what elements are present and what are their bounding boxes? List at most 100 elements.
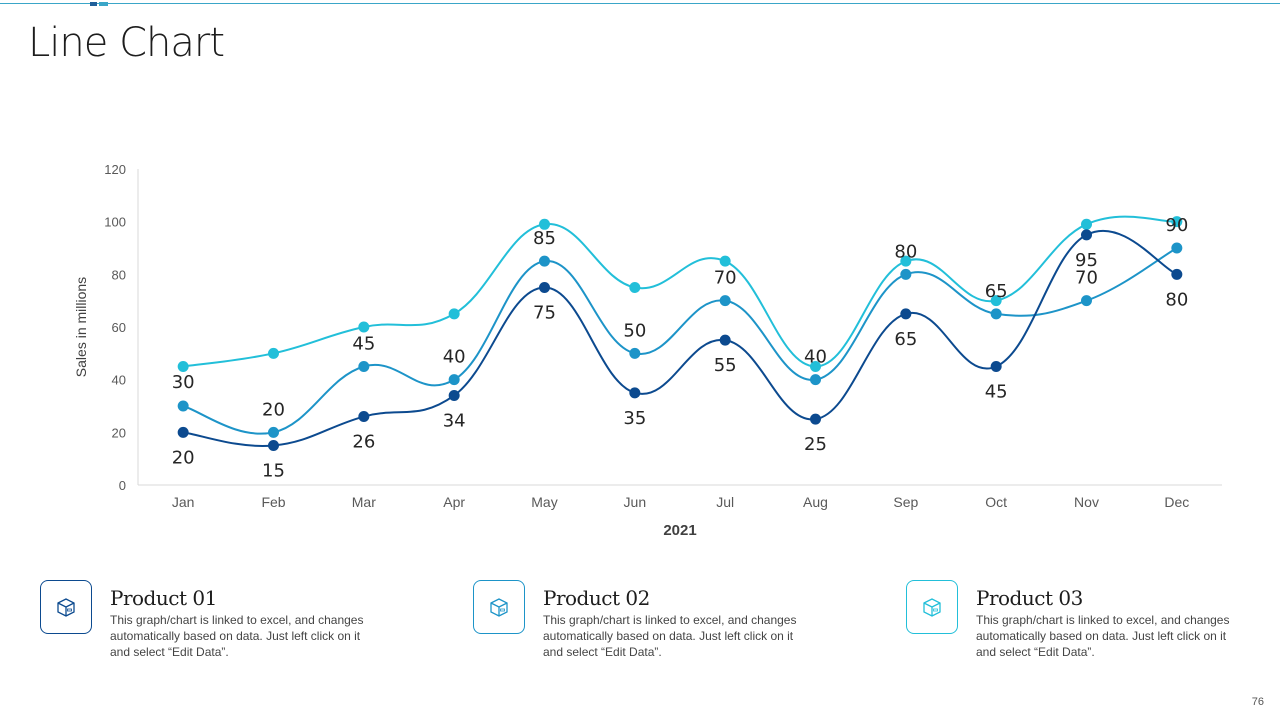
y-tick-label: 100 [104,215,126,230]
legend-description: This graph/chart is linked to excel, and… [110,613,364,659]
data-point-s1 [358,411,370,423]
x-tick-label: Feb [261,494,285,510]
data-label-s2: 30 [172,372,195,393]
data-label-s1: 35 [623,408,646,429]
y-tick-label: 120 [104,162,126,177]
series-line-3 [183,215,1177,368]
top-accent-mark-2 [99,2,108,6]
data-point-s2 [268,426,279,438]
legend-product-1: Product 01 This graph/chart is linked to… [40,580,363,660]
page-number: 76 [1251,696,1264,708]
series-line-1 [183,229,1178,447]
data-point-s3 [358,321,370,333]
data-point-s1 [448,389,460,401]
y-tick-label: 20 [112,425,126,440]
y-tick-label: 80 [112,267,126,282]
x-tick-label: Mar [352,494,376,510]
x-tick-label: Oct [985,494,1007,510]
data-point-s1 [1171,268,1183,280]
data-point-s3 [268,347,279,359]
legend-product-3: Product 03 This graph/chart is linked to… [906,580,1229,660]
y-tick-label: 0 [119,478,126,493]
data-point-s3 [719,255,731,267]
data-label-s1: 34 [443,410,466,431]
data-point-s3 [448,308,460,320]
data-label-s2: 85 [533,228,556,249]
x-axis-title: 2021 [663,522,696,539]
data-label-s1: 80 [1165,289,1188,310]
data-point-s3 [629,282,641,293]
data-point-s2 [990,308,1002,320]
data-point-s2 [900,268,912,280]
data-point-s2 [719,295,731,307]
data-label-s2: 40 [804,347,827,368]
data-point-s3 [177,361,189,372]
x-tick-label: Jun [624,494,647,510]
legend-description: This graph/chart is linked to excel, and… [976,613,1230,659]
data-label-s1: 15 [262,461,285,482]
data-label-s2: 70 [714,268,737,289]
data-label-s1: 65 [894,329,917,350]
y-tick-label: 40 [112,373,126,388]
x-tick-label: Sep [893,494,918,510]
data-label-s2: 65 [985,281,1008,302]
legend-name: Product 02 [543,586,650,610]
data-point-s1 [900,308,912,320]
box-icon [40,580,92,634]
data-label-s1: 25 [804,434,827,455]
data-label-s2: 70 [1075,268,1098,289]
data-point-s1 [719,334,731,346]
data-point-s3 [1081,218,1092,230]
top-accent-mark [90,2,97,6]
data-label-s1: 95 [1075,250,1098,271]
legend-description: This graph/chart is linked to excel, and… [543,613,797,659]
legend-product-2: Product 02 This graph/chart is linked to… [473,580,796,660]
data-label-s1: 45 [985,382,1008,403]
top-rule [0,3,1280,4]
data-point-s3 [900,255,912,267]
data-point-s3 [539,218,550,230]
x-tick-label: Jan [172,494,195,510]
data-point-s2 [810,374,821,386]
y-axis-title: Sales in millions [73,277,89,377]
data-point-s1 [629,387,641,399]
x-tick-label: May [531,494,557,510]
data-point-s1 [810,413,821,425]
x-tick-label: Jul [716,494,734,510]
data-point-s3 [1171,216,1183,228]
data-point-s3 [810,361,821,372]
data-point-s2 [539,255,550,267]
x-tick-label: Nov [1074,494,1099,510]
legend-name: Product 03 [976,586,1083,610]
page-title: Line Chart [28,20,225,66]
data-point-s2 [629,347,641,359]
data-label-s2: 40 [443,347,466,368]
data-point-s2 [177,400,189,412]
data-label-s1: 55 [714,355,737,376]
box-icon [473,580,525,634]
data-point-s1 [539,282,550,293]
x-tick-label: Apr [443,494,465,510]
series-line-2 [182,247,1178,435]
data-label-s2: 45 [352,334,375,355]
data-point-s2 [1171,242,1183,254]
data-point-s2 [358,361,370,372]
data-label-s1: 26 [352,432,375,453]
data-point-s3 [990,295,1002,307]
data-label-s2: 50 [623,320,646,341]
x-tick-label: Dec [1164,494,1189,510]
data-label-s1: 75 [533,303,556,324]
data-point-s2 [448,374,460,386]
data-point-s1 [177,426,189,438]
box-icon [906,580,958,634]
data-point-s1 [1081,229,1092,241]
legend-name: Product 01 [110,586,217,610]
data-point-s1 [990,361,1002,372]
data-label-s1: 20 [172,447,195,468]
data-label-s2: 20 [262,399,285,420]
data-point-s1 [268,440,279,451]
x-tick-label: Aug [803,494,828,510]
y-tick-label: 60 [112,320,126,335]
data-label-s2: 80 [894,241,917,262]
